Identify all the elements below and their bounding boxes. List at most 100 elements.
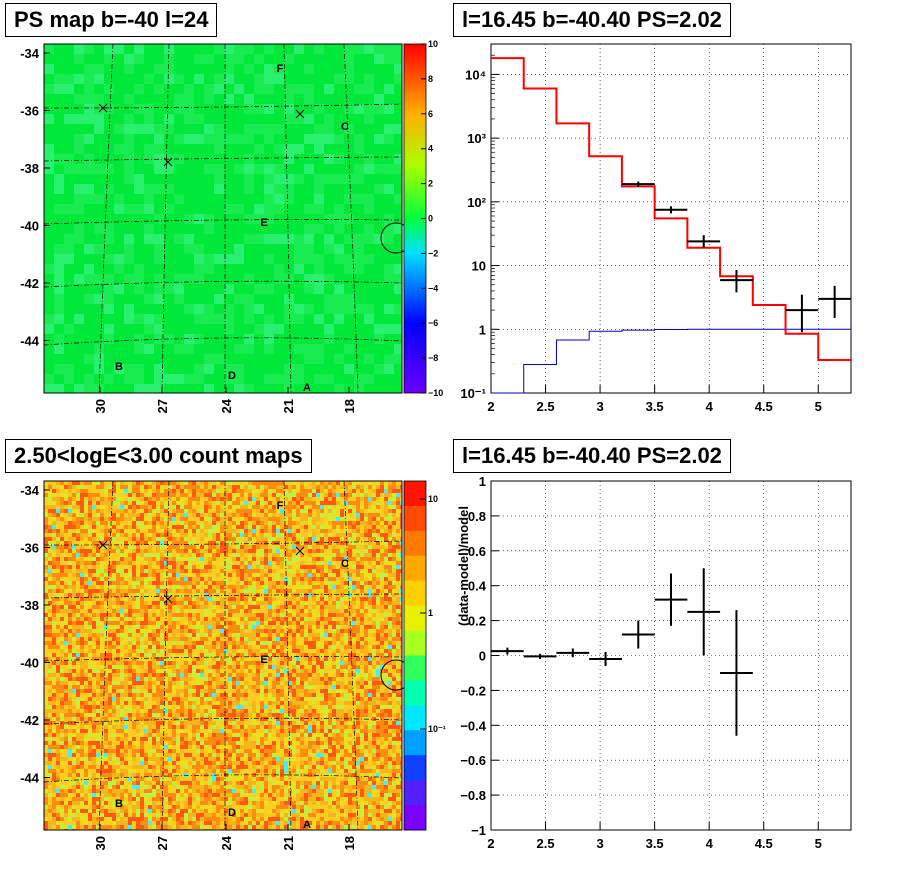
map-pixel xyxy=(156,537,160,541)
map-pixel xyxy=(192,625,196,629)
map-pixel xyxy=(172,617,176,621)
map-pixel xyxy=(228,629,232,633)
map-pixel xyxy=(124,621,128,625)
map-pixel xyxy=(44,633,48,637)
map-pixel xyxy=(132,697,136,701)
map-pixel xyxy=(324,661,328,665)
map-pixel xyxy=(332,541,336,545)
map-pixel xyxy=(294,314,304,324)
map-pixel xyxy=(68,617,72,621)
map-pixel xyxy=(154,314,164,324)
map-pixel xyxy=(376,501,380,505)
map-pixel xyxy=(120,541,124,545)
map-pixel xyxy=(188,653,192,657)
map-pixel xyxy=(68,701,72,705)
map-pixel xyxy=(336,621,340,625)
map-pixel xyxy=(328,641,332,645)
map-pixel xyxy=(164,481,168,485)
map-pixel xyxy=(156,633,160,637)
map-pixel xyxy=(156,713,160,717)
map-pixel xyxy=(392,509,396,513)
map-pixel xyxy=(316,529,320,533)
map-pixel xyxy=(364,597,368,601)
map-pixel xyxy=(392,693,396,697)
map-pixel xyxy=(144,645,148,649)
map-pixel xyxy=(54,184,64,194)
map-pixel xyxy=(336,617,340,621)
map-pixel xyxy=(216,717,220,721)
map-pixel xyxy=(360,653,364,657)
map-pixel xyxy=(400,589,402,593)
map-pixel xyxy=(120,513,124,517)
map-pixel xyxy=(100,481,104,485)
map-pixel xyxy=(128,629,132,633)
map-pixel xyxy=(44,64,54,74)
map-pixel xyxy=(96,625,100,629)
map-pixel xyxy=(396,681,400,685)
map-pixel xyxy=(336,645,340,649)
map-pixel xyxy=(276,585,280,589)
map-pixel xyxy=(212,585,216,589)
map-pixel xyxy=(260,497,264,501)
map-pixel xyxy=(160,633,164,637)
map-pixel xyxy=(344,605,348,609)
map-pixel xyxy=(144,717,148,721)
map-pixel xyxy=(384,521,388,525)
map-pixel xyxy=(168,697,172,701)
map-pixel xyxy=(324,673,328,677)
map-pixel xyxy=(76,497,80,501)
map-pixel xyxy=(184,625,188,629)
map-pixel xyxy=(228,705,232,709)
map-pixel xyxy=(244,44,254,54)
map-pixel xyxy=(396,533,400,537)
map-pixel xyxy=(44,685,48,689)
map-pixel xyxy=(340,493,344,497)
map-pixel xyxy=(60,593,64,597)
map-pixel xyxy=(328,505,332,509)
map-pixel xyxy=(52,621,56,625)
map-pixel xyxy=(132,633,136,637)
map-pixel xyxy=(384,677,388,681)
map-pixel xyxy=(76,653,80,657)
map-pixel xyxy=(340,609,344,613)
map-pixel xyxy=(372,637,376,641)
map-pixel xyxy=(400,573,402,577)
map-pixel xyxy=(308,697,312,701)
map-pixel xyxy=(248,665,252,669)
map-pixel xyxy=(384,681,388,685)
map-pixel xyxy=(184,509,188,513)
map-pixel xyxy=(204,54,214,64)
map-pixel xyxy=(288,573,292,577)
map-pixel xyxy=(132,677,136,681)
map-pixel xyxy=(172,533,176,537)
map-pixel xyxy=(68,505,72,509)
map-pixel xyxy=(234,134,244,144)
map-pixel xyxy=(128,697,132,701)
map-pixel xyxy=(164,184,174,194)
map-pixel xyxy=(136,581,140,585)
map-pixel xyxy=(108,565,112,569)
map-pixel xyxy=(60,665,64,669)
map-pixel xyxy=(376,561,380,565)
map-pixel xyxy=(356,697,360,701)
map-pixel xyxy=(304,637,308,641)
map-pixel xyxy=(280,673,284,677)
map-pixel xyxy=(108,693,112,697)
map-pixel xyxy=(48,697,52,701)
map-pixel xyxy=(368,585,372,589)
map-pixel xyxy=(52,625,56,629)
map-pixel xyxy=(88,621,92,625)
map-pixel xyxy=(84,689,88,693)
map-pixel xyxy=(280,613,284,617)
map-pixel xyxy=(212,653,216,657)
map-pixel xyxy=(236,521,240,525)
map-pixel xyxy=(396,493,400,497)
map-pixel xyxy=(304,501,308,505)
map-pixel xyxy=(336,557,340,561)
map-pixel xyxy=(72,501,76,505)
map-pixel xyxy=(200,533,204,537)
map-pixel xyxy=(48,537,52,541)
map-pixel xyxy=(264,701,268,705)
map-pixel xyxy=(316,613,320,617)
map-pixel xyxy=(312,501,316,505)
